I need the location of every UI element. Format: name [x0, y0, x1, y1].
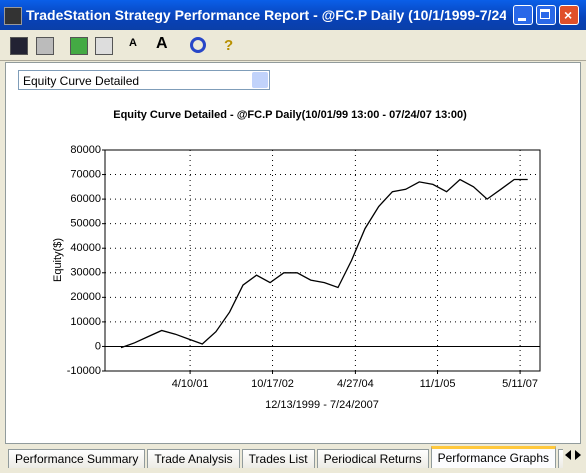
save-button[interactable] — [10, 37, 28, 55]
tab[interactable]: Trade Graph — [558, 449, 563, 468]
report-panel — [5, 62, 581, 444]
minimize-button[interactable] — [513, 5, 533, 25]
refresh-button[interactable] — [70, 37, 88, 55]
increase-font-button[interactable]: A — [156, 35, 168, 52]
tab[interactable]: Periodical Returns — [316, 449, 429, 468]
maximize-button[interactable] — [536, 5, 556, 25]
tab[interactable]: Performance Summary — [8, 449, 146, 468]
scroll-right[interactable] — [575, 450, 586, 460]
target-button[interactable] — [190, 37, 206, 53]
scroll-left[interactable] — [560, 450, 571, 460]
window-title: TradeStation Strategy Performance Report… — [26, 7, 506, 23]
decrease-font-button[interactable]: A — [129, 37, 137, 49]
tab[interactable]: Trade Analysis — [147, 449, 240, 468]
tab[interactable]: Trades List — [241, 449, 315, 468]
tab-scroll — [560, 450, 584, 464]
tab-strip: Performance Summary Trade Analysis Trades … — [8, 446, 563, 468]
close-button[interactable]: × — [559, 5, 579, 25]
dropdown-arrow[interactable] — [252, 72, 268, 88]
print-button[interactable] — [36, 37, 54, 55]
graph-selector[interactable]: Equity Curve Detailed — [18, 70, 270, 90]
tab[interactable]: Performance Graphs — [430, 446, 556, 468]
selected-graph: Equity Curve Detailed — [23, 74, 140, 88]
title-bar: TradeStation Strategy Performance Report… — [0, 0, 586, 30]
properties-button[interactable] — [95, 37, 113, 55]
app-icon — [4, 7, 22, 25]
help-button[interactable]: ? — [224, 37, 234, 54]
toolbar: A A ? — [0, 30, 586, 61]
